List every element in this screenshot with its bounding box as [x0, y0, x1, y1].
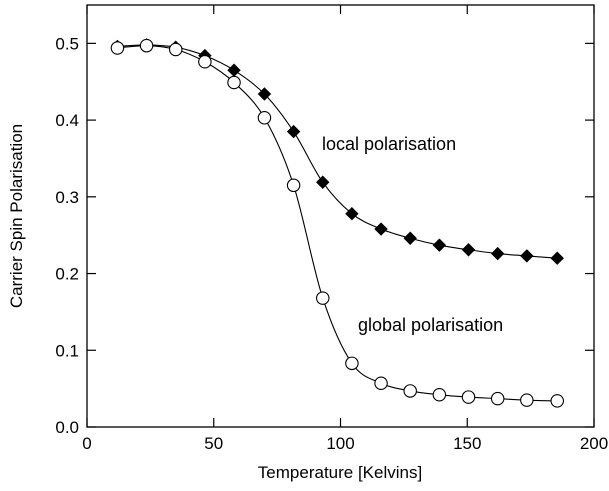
local-polarisation-point: [345, 206, 359, 221]
local-polarisation-point: [461, 243, 476, 257]
global-polarisation-point: [110, 41, 125, 55]
y-tick-label: 0.1: [55, 341, 79, 360]
global-polarisation-point: [286, 178, 301, 193]
global-polarisation-point: [227, 75, 241, 90]
x-axis-label: Temperature [Kelvins]: [258, 463, 422, 482]
local-polarisation-point: [490, 246, 505, 261]
global-polarisation-line: [117, 45, 558, 402]
global-polarisation-point: [550, 394, 564, 408]
series-lines: [117, 44, 558, 402]
global-polarisation-point: [432, 388, 447, 402]
global-polarisation-point: [490, 391, 505, 406]
global-polarisation-point: [520, 393, 534, 407]
global-polarisation-point: [316, 291, 330, 305]
local-polarisation-point: [550, 251, 564, 265]
local-polarisation-label: local polarisation: [322, 134, 456, 154]
x-tick-label: 200: [580, 434, 608, 453]
y-axis-label: Carrier Spin Polarisation: [7, 124, 26, 308]
global-polarisation-point: [139, 38, 154, 53]
local-polarisation-point: [520, 249, 534, 263]
y-tick-label: 0.4: [55, 111, 79, 130]
y-tick-label: 0.2: [55, 265, 79, 284]
x-tick-label: 50: [204, 434, 223, 453]
axis-ticks: 0 50 100 150 200 0.0 0.1 0.2 0.3 0.4 0.5: [55, 5, 608, 453]
global-polarisation-point: [257, 111, 272, 125]
global-polarisation-point: [345, 356, 359, 371]
local-polarisation-point: [432, 238, 447, 252]
local-polarisation-point: [257, 87, 272, 101]
local-polarisation-point: [403, 231, 417, 245]
x-tick-label: 0: [82, 434, 91, 453]
global-polarisation-label: global polarisation: [358, 315, 503, 335]
global-polarisation-point: [168, 42, 183, 57]
local-polarisation-line: [117, 44, 558, 259]
series-markers: [110, 38, 564, 408]
y-tick-label: 0.5: [55, 34, 79, 53]
local-polarisation-point: [374, 222, 388, 236]
x-tick-label: 100: [326, 434, 354, 453]
y-tick-label: 0.3: [55, 188, 79, 207]
local-polarisation-point: [227, 63, 241, 77]
global-polarisation-point: [198, 55, 212, 69]
x-tick-label: 150: [453, 434, 481, 453]
local-polarisation-point: [316, 175, 330, 189]
global-polarisation-point: [403, 384, 417, 398]
local-polarisation-point: [286, 124, 301, 139]
plot-frame: [86, 4, 595, 428]
global-polarisation-point: [374, 376, 388, 391]
y-tick-label: 0.0: [55, 418, 79, 437]
global-polarisation-point: [461, 390, 476, 404]
